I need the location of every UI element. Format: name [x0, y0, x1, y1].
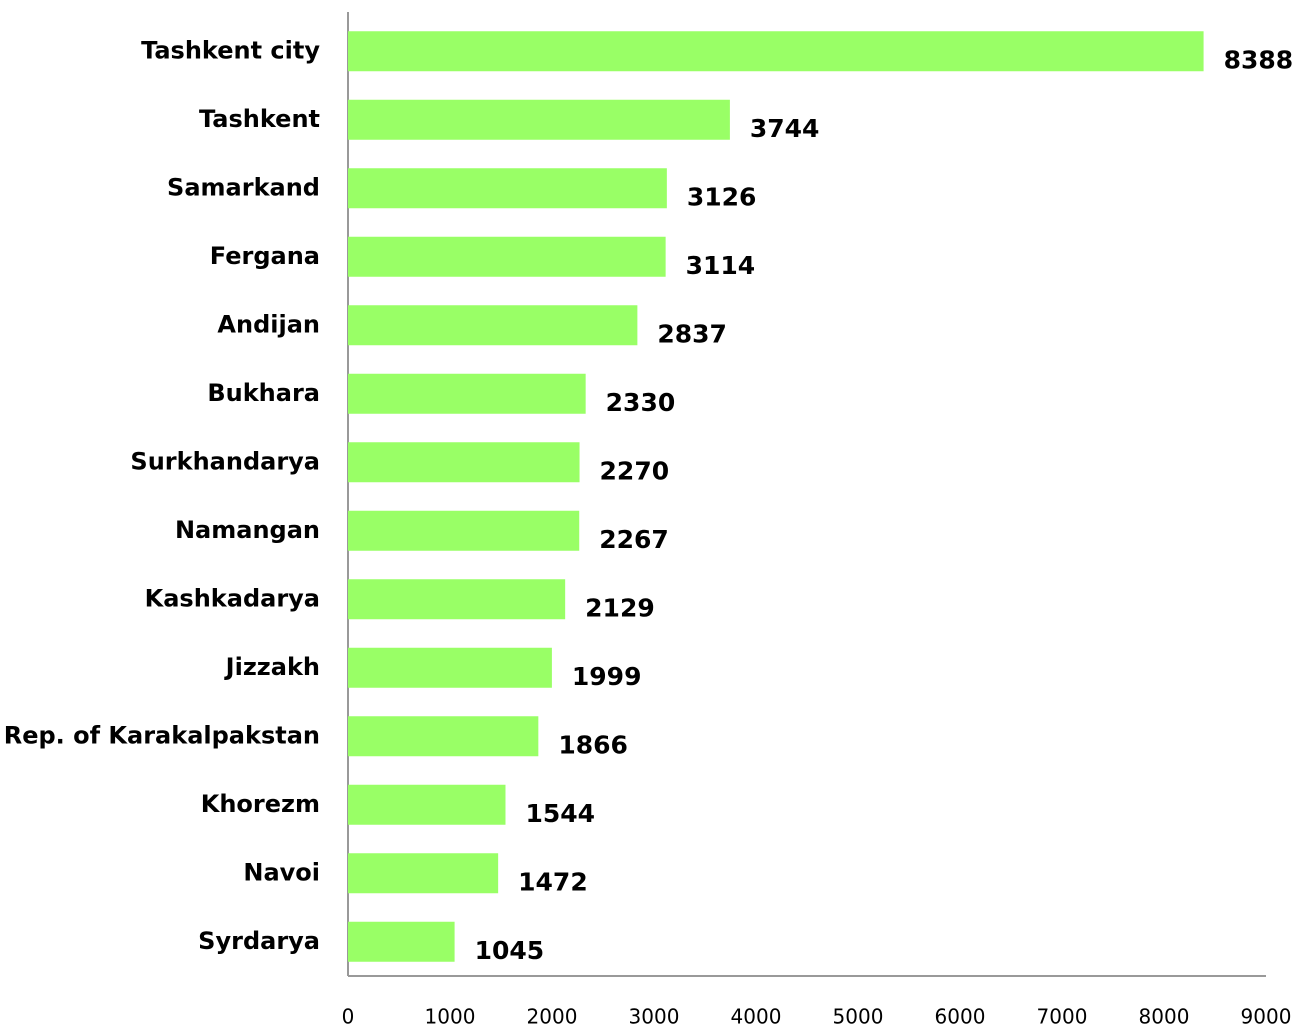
y-tick-label: Surkhandarya — [130, 447, 320, 475]
data-label: 2330 — [606, 388, 676, 417]
x-tick-label: 7000 — [1037, 1005, 1088, 1028]
y-tick-label: Andijan — [217, 310, 320, 338]
bar — [348, 647, 552, 688]
x-tick-label: 1000 — [425, 1005, 476, 1028]
y-tick-label: Navoi — [243, 858, 320, 886]
y-tick-label: Rep. of Karakalpakstan — [4, 721, 320, 749]
x-tick-label: 2000 — [527, 1005, 578, 1028]
bar — [348, 921, 455, 962]
bar — [348, 579, 566, 620]
bar — [348, 373, 586, 414]
x-tick-label: 5000 — [833, 1005, 884, 1028]
bar — [348, 99, 730, 140]
x-tick-label: 0 — [342, 1005, 355, 1028]
y-tick-label: Samarkand — [167, 173, 320, 201]
x-tick-label: 9000 — [1241, 1005, 1292, 1028]
bar — [348, 236, 666, 277]
data-label: 2270 — [600, 456, 670, 485]
y-tick-label: Bukhara — [207, 379, 320, 407]
data-label: 1544 — [525, 799, 595, 828]
data-label: 1472 — [518, 867, 588, 896]
data-label: 8388 — [1224, 45, 1294, 74]
data-label: 3114 — [686, 251, 756, 280]
y-tick-label: Fergana — [210, 242, 320, 270]
x-tick-label: 6000 — [935, 1005, 986, 1028]
x-tick-label: 8000 — [1139, 1005, 1190, 1028]
y-tick-label: Syrdarya — [198, 927, 320, 955]
bar — [348, 31, 1204, 72]
y-tick-label: Jizzakh — [224, 653, 320, 681]
data-label: 1045 — [475, 936, 545, 965]
bar — [348, 168, 667, 209]
data-label: 2837 — [657, 319, 727, 348]
x-tick-label: 4000 — [731, 1005, 782, 1028]
x-tick-label: 3000 — [629, 1005, 680, 1028]
data-label: 3126 — [687, 182, 757, 211]
y-tick-label: Tashkent — [199, 105, 320, 133]
bar — [348, 442, 580, 483]
data-label: 1866 — [558, 730, 628, 759]
bar — [348, 510, 580, 551]
y-tick-label: Tashkent city — [141, 36, 320, 64]
data-label: 2129 — [585, 593, 655, 622]
data-label: 2267 — [599, 525, 669, 554]
bar — [348, 716, 539, 757]
y-tick-label: Namangan — [175, 516, 320, 544]
data-label: 3744 — [750, 114, 820, 143]
bar — [348, 784, 506, 825]
bar — [348, 853, 499, 894]
y-tick-label: Khorezm — [201, 790, 320, 818]
y-tick-label: Kashkadarya — [145, 584, 320, 612]
data-label: 1999 — [572, 662, 642, 691]
bar — [348, 305, 638, 346]
